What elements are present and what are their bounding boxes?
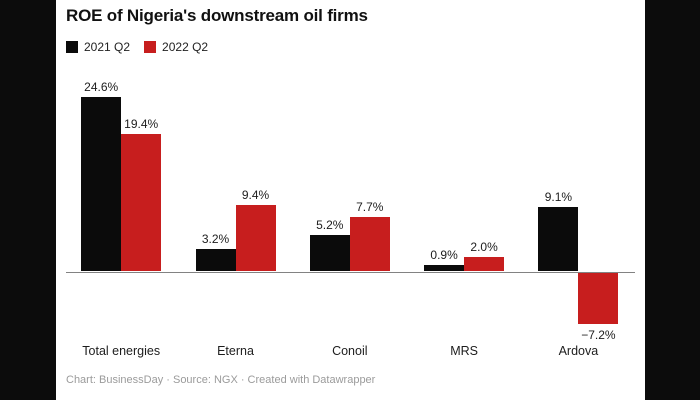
bar-2022-q2-conoil[interactable] — [349, 216, 390, 272]
legend-item-2021-q2: 2021 Q2 — [66, 40, 130, 54]
category-label-total-energies: Total energies — [82, 344, 161, 358]
bar-value-label: 9.1% — [544, 189, 573, 204]
bar-2021-q2-conoil[interactable] — [309, 234, 350, 272]
chart-title: ROE of Nigeria's downstream oil firms — [66, 6, 368, 25]
bar-2021-q2-ardova[interactable] — [538, 206, 579, 272]
legend-label-2021-q2: 2021 Q2 — [84, 40, 131, 54]
category-label-mrs: MRS — [450, 344, 478, 358]
legend-item-2022-q2: 2022 Q2 — [144, 40, 208, 54]
category-label-ardova: Ardova — [558, 344, 599, 358]
bar-value-label: 5.2% — [316, 217, 344, 232]
legend-swatch-2022-q2 — [144, 41, 157, 53]
bar-value-label: 19.4% — [124, 116, 159, 131]
bar-value-label: 0.9% — [430, 248, 458, 263]
plot-area: 24.6% 19.4% Total energies 3.2% 9.4% Eterna 5.… — [56, 0, 645, 400]
bar-value-label: 7.7% — [356, 199, 384, 214]
category-label-conoil: Conoil — [332, 344, 368, 358]
bar-value-label: 24.6% — [84, 79, 119, 94]
bar-value-label: 3.2% — [201, 231, 230, 246]
legend-swatch-2021-q2 — [66, 41, 78, 53]
bar-2022-q2-total-energies[interactable] — [121, 133, 162, 272]
bar-value-label: 9.4% — [241, 187, 270, 202]
bar-2021-q2-mrs[interactable] — [424, 265, 465, 272]
bar-2022-q2-mrs[interactable] — [464, 257, 505, 272]
bar-2022-q2-ardova[interactable] — [578, 272, 619, 324]
bar-2021-q2-eterna[interactable] — [195, 248, 236, 272]
category-label-eterna: Eterna — [217, 344, 254, 358]
legend-label-2022-q2: 2022 Q2 — [162, 40, 209, 54]
bar-value-label: 2.0% — [470, 240, 498, 255]
chart-panel: ROE of Nigeria's downstream oil firms 20… — [56, 0, 645, 400]
bar-value-label: −7.2% — [581, 327, 616, 342]
x-axis-baseline — [66, 271, 635, 273]
chart-legend: 2021 Q2 2022 Q2 — [66, 40, 208, 54]
bar-2021-q2-total-energies[interactable] — [81, 96, 122, 272]
chart-footer: Chart: BusinessDay · Source: NGX · Creat… — [66, 374, 376, 386]
bar-2022-q2-eterna[interactable] — [235, 204, 276, 272]
